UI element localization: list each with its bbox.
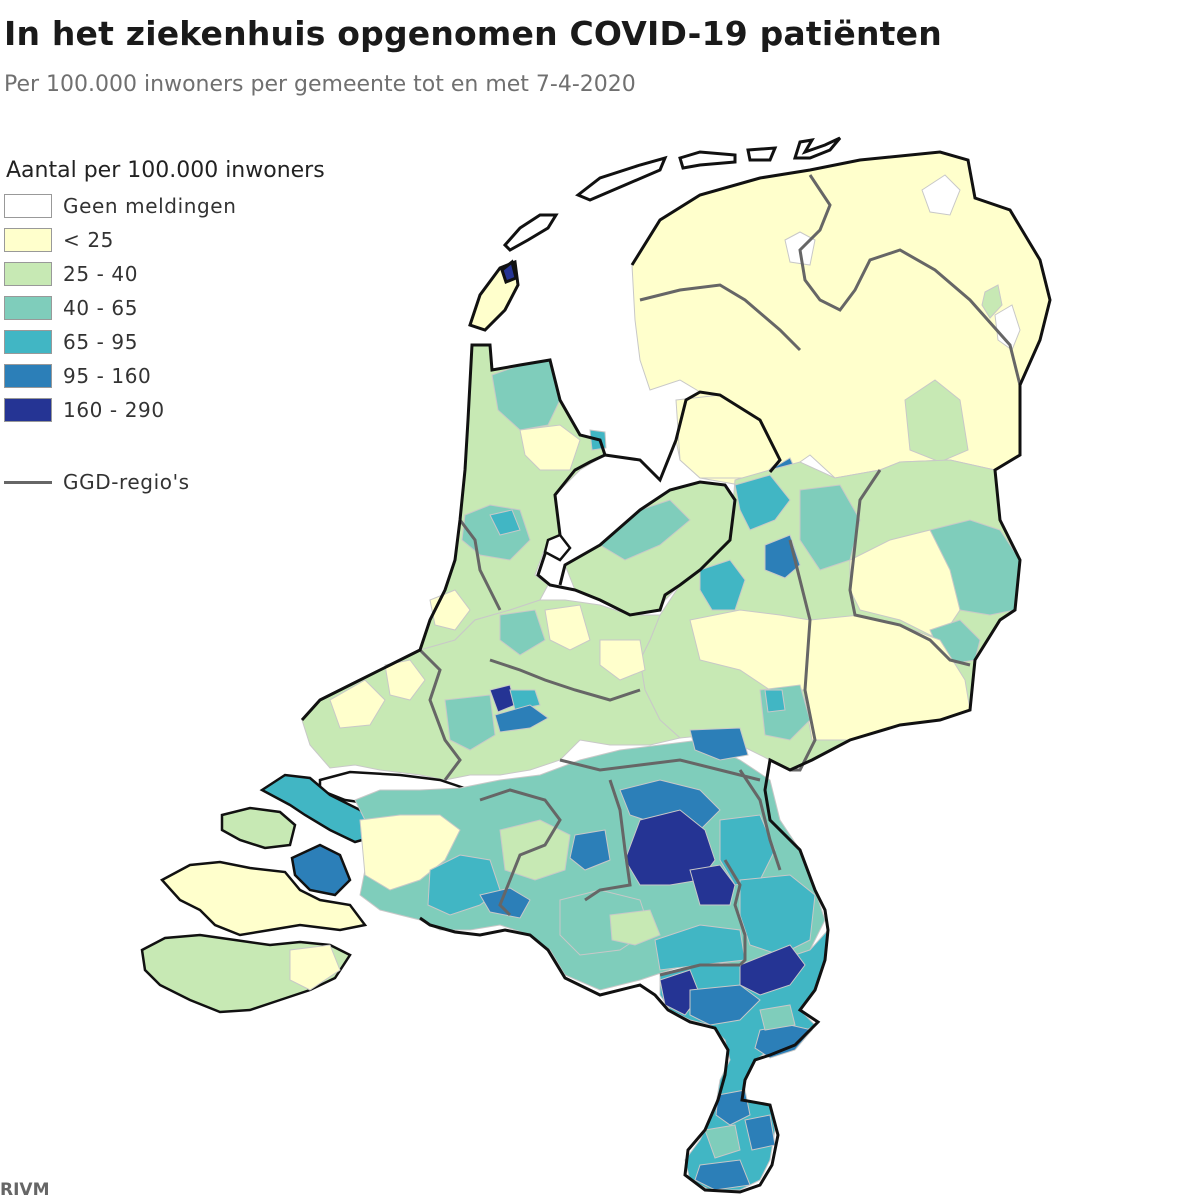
region-east [639, 459, 1021, 771]
ggd-boundary [489, 658, 641, 702]
legend-item-95-160: 95 - 160 [4, 359, 325, 393]
legend-label: 65 - 95 [63, 330, 139, 354]
region-noord-brabant [354, 727, 826, 991]
map-region[interactable] [921, 174, 961, 216]
map-region[interactable] [544, 604, 591, 651]
region-west-central [301, 589, 682, 781]
ggd-boundary [479, 788, 562, 917]
ggd-boundary [584, 779, 632, 902]
ggd-boundary [798, 174, 1022, 386]
outlines [300, 150, 1052, 1194]
map-region[interactable] [500, 259, 518, 284]
country-outline [419, 150, 1052, 1194]
map-region[interactable] [519, 424, 581, 471]
legend-item-geen: Geen meldingen [4, 189, 325, 223]
legend-swatch [4, 194, 52, 218]
region-noord-holland [419, 344, 607, 656]
map-region[interactable] [329, 679, 386, 729]
ggd-boundary [559, 758, 761, 782]
map-region[interactable] [739, 874, 816, 956]
map-region[interactable] [609, 909, 661, 946]
map-region[interactable] [289, 944, 341, 991]
map-region[interactable] [494, 704, 549, 733]
legend-swatch [4, 262, 52, 286]
map-region[interactable] [290, 843, 352, 897]
legend-label: 40 - 65 [63, 296, 139, 320]
legend-swatch [4, 228, 52, 252]
ggd-line-swatch [4, 480, 52, 484]
ggd-boundary [639, 283, 802, 352]
legend-swatch [4, 330, 52, 354]
ggd-boundary [723, 859, 747, 967]
legend-item-160-290: 160 - 290 [4, 393, 325, 427]
map-region[interactable] [359, 814, 461, 891]
ggd-boundary [788, 539, 817, 772]
map-region[interactable] [384, 659, 426, 701]
ggd-boundaries [418, 174, 1022, 977]
map-region[interactable] [904, 379, 969, 463]
map-region[interactable] [759, 1004, 796, 1031]
region-zeeland [140, 773, 387, 1014]
legend-swatch [4, 296, 52, 320]
legend-label: Geen meldingen [63, 194, 237, 218]
legend-swatch [4, 398, 52, 422]
legend-label: < 25 [63, 228, 114, 252]
country-outline [300, 343, 737, 722]
legend: Aantal per 100.000 inwoners Geen melding… [4, 158, 325, 499]
legend-label: 160 - 290 [63, 398, 165, 422]
map-region[interactable] [499, 609, 546, 656]
map-region[interactable] [699, 559, 746, 611]
ijsselmeer-shore [604, 390, 782, 483]
legend-item-65-95: 65 - 95 [4, 325, 325, 359]
map-region[interactable] [704, 1124, 741, 1159]
map-region[interactable] [619, 779, 721, 831]
map-region[interactable] [575, 155, 668, 202]
legend-item-40-65: 40 - 65 [4, 291, 325, 325]
source-credit: RIVM [0, 1180, 50, 1200]
map-region[interactable] [599, 639, 646, 681]
map-region[interactable] [734, 474, 791, 531]
legend-label: 25 - 40 [63, 262, 139, 286]
map-region[interactable] [489, 509, 521, 536]
map-subtitle: Per 100.000 inwoners per gemeente tot en… [4, 72, 636, 97]
legend-item-lt25: < 25 [4, 223, 325, 257]
map-region[interactable] [569, 829, 611, 871]
ggd-boundary [738, 769, 782, 871]
region-limburg [659, 928, 829, 1191]
map-region[interactable] [689, 984, 761, 1026]
map-region[interactable] [754, 1024, 813, 1059]
ggd-boundary [458, 519, 502, 611]
legend-item-ggd: GGD-regio's [4, 465, 325, 499]
map-region[interactable] [678, 150, 737, 170]
ggd-boundary [848, 469, 971, 667]
map-region[interactable] [792, 136, 842, 160]
map-region[interactable] [694, 1159, 751, 1191]
map-region[interactable] [509, 689, 541, 711]
map-title: In het ziekenhuis opgenomen COVID-19 pat… [4, 14, 942, 53]
map-region[interactable] [502, 213, 559, 252]
map-region[interactable] [220, 806, 297, 850]
map-region[interactable] [160, 860, 368, 937]
legend-item-25-40: 25 - 40 [4, 257, 325, 291]
map-region[interactable] [981, 284, 1003, 319]
map-region[interactable] [689, 864, 736, 906]
ggd-boundary [418, 648, 462, 781]
region-north [631, 151, 1051, 499]
legend-swatch [4, 364, 52, 388]
ggd-boundary [659, 963, 740, 977]
map-region[interactable] [689, 727, 749, 761]
map-region[interactable] [994, 304, 1021, 351]
map-region[interactable] [746, 146, 778, 162]
legend-label: GGD-regio's [63, 470, 190, 494]
map-region[interactable] [764, 689, 786, 713]
legend-title: Aantal per 100.000 inwoners [6, 158, 325, 183]
map-region[interactable] [444, 694, 496, 751]
lake-markermeer [543, 533, 572, 562]
wadden-islands [468, 136, 842, 332]
legend-label: 95 - 160 [63, 364, 152, 388]
lakes [543, 533, 572, 562]
